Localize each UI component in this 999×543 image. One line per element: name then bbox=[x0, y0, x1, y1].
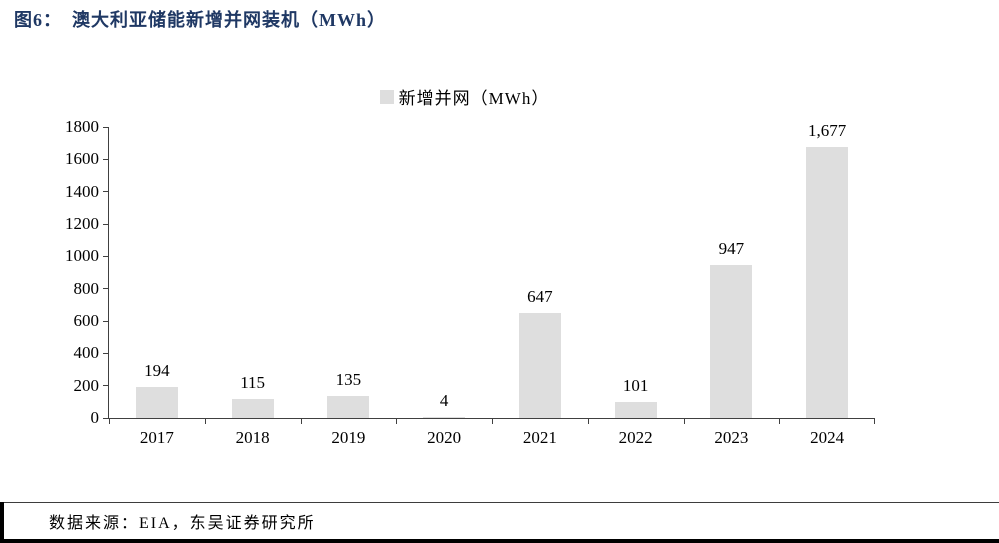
y-axis-tick bbox=[103, 255, 109, 257]
x-category-label: 2021 bbox=[522, 428, 557, 447]
legend-swatch bbox=[379, 89, 394, 104]
bar bbox=[710, 265, 753, 418]
y-axis-tick-label: 800 bbox=[73, 278, 100, 298]
y-axis-tick-label: 200 bbox=[73, 375, 100, 395]
x-axis-tick bbox=[492, 418, 493, 424]
y-axis-tick-label: 400 bbox=[73, 343, 100, 363]
bar bbox=[614, 402, 657, 418]
x-axis-tick bbox=[779, 418, 781, 424]
bar-value-label: 101 bbox=[622, 376, 649, 395]
plot-area: 0 200 400 600 800 1000 1200 1400 1600 1800 194 2017… bbox=[65, 118, 875, 447]
x-category-label: 2020 bbox=[427, 428, 462, 447]
y-axis-tick bbox=[103, 191, 109, 193]
x-axis-tick bbox=[587, 418, 589, 424]
y-axis-tick-label: 1600 bbox=[65, 149, 99, 169]
source-divider bbox=[0, 502, 999, 503]
bar-value-label: 1,677 bbox=[808, 121, 847, 140]
bar-value-label: 115 bbox=[240, 373, 266, 392]
left-edge-mark bbox=[0, 502, 4, 543]
y-axis-tick bbox=[103, 223, 109, 225]
y-axis-tick bbox=[103, 352, 109, 354]
y-axis-tick-label: 1000 bbox=[65, 246, 99, 266]
bar bbox=[231, 399, 274, 418]
y-axis-tick-label: 1200 bbox=[65, 214, 99, 233]
bar bbox=[327, 396, 370, 418]
y-axis-tick-label: 0 bbox=[90, 408, 100, 427]
x-axis-tick bbox=[874, 418, 875, 424]
bar-value-label: 4 bbox=[439, 391, 449, 410]
y-axis-tick bbox=[103, 126, 109, 128]
bar bbox=[423, 417, 466, 418]
x-category-label: 2018 bbox=[235, 428, 270, 447]
source-text: 数据来源：EIA，东吴证券研究所 bbox=[49, 515, 316, 532]
y-axis-tick-label: 1400 bbox=[65, 181, 99, 201]
x-category-label: 2019 bbox=[331, 428, 366, 447]
x-axis-tick bbox=[396, 418, 398, 424]
y-axis-tick-label: 1800 bbox=[65, 117, 99, 136]
bar-value-label: 194 bbox=[144, 361, 170, 380]
bar-value-label: 647 bbox=[527, 287, 553, 306]
x-category-label: 2022 bbox=[618, 428, 653, 447]
legend-label: 新增并网（MWh） bbox=[398, 89, 550, 108]
figure-title-row: 图6： 澳大利亚储能新增并网装机（MWh） bbox=[14, 6, 386, 32]
legend: 新增并网（MWh） bbox=[15, 84, 914, 109]
bar-value-label: 135 bbox=[335, 370, 362, 389]
y-axis-tick bbox=[103, 288, 109, 290]
figure-number: 图6： bbox=[14, 10, 62, 30]
x-category-label: 2023 bbox=[714, 428, 749, 447]
y-axis-tick bbox=[103, 417, 109, 419]
x-category-label: 2017 bbox=[139, 428, 174, 447]
bar-value-label: 947 bbox=[718, 239, 745, 258]
bar bbox=[518, 313, 561, 418]
bar bbox=[806, 147, 849, 418]
x-axis-tick bbox=[109, 418, 110, 424]
y-axis-tick-label: 600 bbox=[73, 311, 100, 330]
y-axis-tick bbox=[103, 385, 109, 387]
x-axis-tick bbox=[204, 418, 206, 424]
y-axis-tick bbox=[103, 158, 109, 160]
bottom-rule bbox=[0, 539, 999, 543]
x-category-label: 2024 bbox=[810, 428, 845, 447]
figure-title: 澳大利亚储能新增并网装机（MWh） bbox=[72, 10, 386, 30]
x-axis-tick bbox=[300, 418, 302, 424]
chart-panel: 新增并网（MWh） 0 200 400 600 800 1000 1200 1400 1600 1… bbox=[15, 60, 914, 490]
x-axis-tick bbox=[683, 418, 685, 424]
y-axis-tick bbox=[103, 320, 109, 322]
bar bbox=[135, 387, 178, 418]
